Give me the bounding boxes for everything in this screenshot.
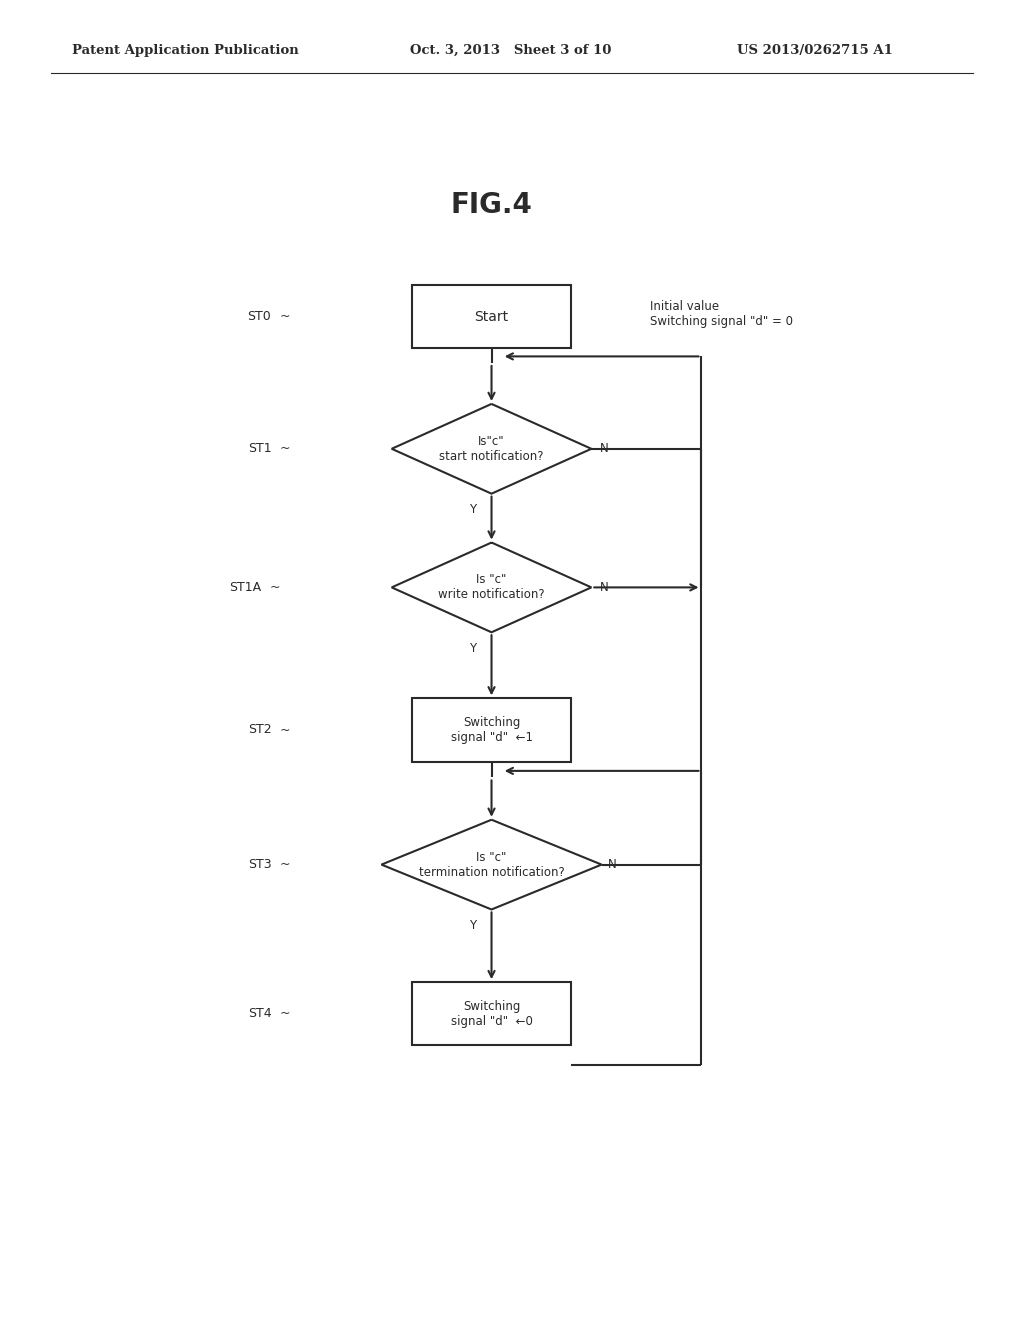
Bar [412, 285, 571, 348]
Text: FIG.4: FIG.4 [451, 190, 532, 219]
Text: Y: Y [470, 642, 476, 655]
Text: ST4: ST4 [248, 1007, 271, 1020]
Text: ST0: ST0 [248, 310, 271, 323]
Text: ~: ~ [280, 1007, 290, 1020]
Text: Start: Start [474, 310, 509, 323]
Bar [412, 982, 571, 1045]
Text: Y: Y [470, 503, 476, 516]
Text: ST2: ST2 [248, 723, 271, 737]
Text: US 2013/0262715 A1: US 2013/0262715 A1 [737, 44, 893, 57]
Text: Oct. 3, 2013   Sheet 3 of 10: Oct. 3, 2013 Sheet 3 of 10 [410, 44, 611, 57]
Text: Initial value
Switching signal "d" = 0: Initial value Switching signal "d" = 0 [650, 300, 794, 329]
Text: N: N [600, 581, 608, 594]
Text: Switching
signal "d"  ←0: Switching signal "d" ←0 [451, 999, 532, 1028]
Text: ~: ~ [269, 581, 280, 594]
Text: ST1A: ST1A [229, 581, 261, 594]
Text: ~: ~ [280, 858, 290, 871]
Text: N: N [600, 442, 608, 455]
Text: Switching
signal "d"  ←1: Switching signal "d" ←1 [451, 715, 532, 744]
Text: ~: ~ [280, 310, 290, 323]
Text: Is "c"
write notification?: Is "c" write notification? [438, 573, 545, 602]
Text: ~: ~ [280, 723, 290, 737]
Text: ~: ~ [280, 442, 290, 455]
Text: ST1: ST1 [248, 442, 271, 455]
Bar [412, 698, 571, 762]
Text: Y: Y [470, 919, 476, 932]
Text: Is"c"
start notification?: Is"c" start notification? [439, 434, 544, 463]
Text: ST3: ST3 [248, 858, 271, 871]
Text: N: N [608, 858, 616, 871]
Text: Patent Application Publication: Patent Application Publication [72, 44, 298, 57]
Text: Is "c"
termination notification?: Is "c" termination notification? [419, 850, 564, 879]
